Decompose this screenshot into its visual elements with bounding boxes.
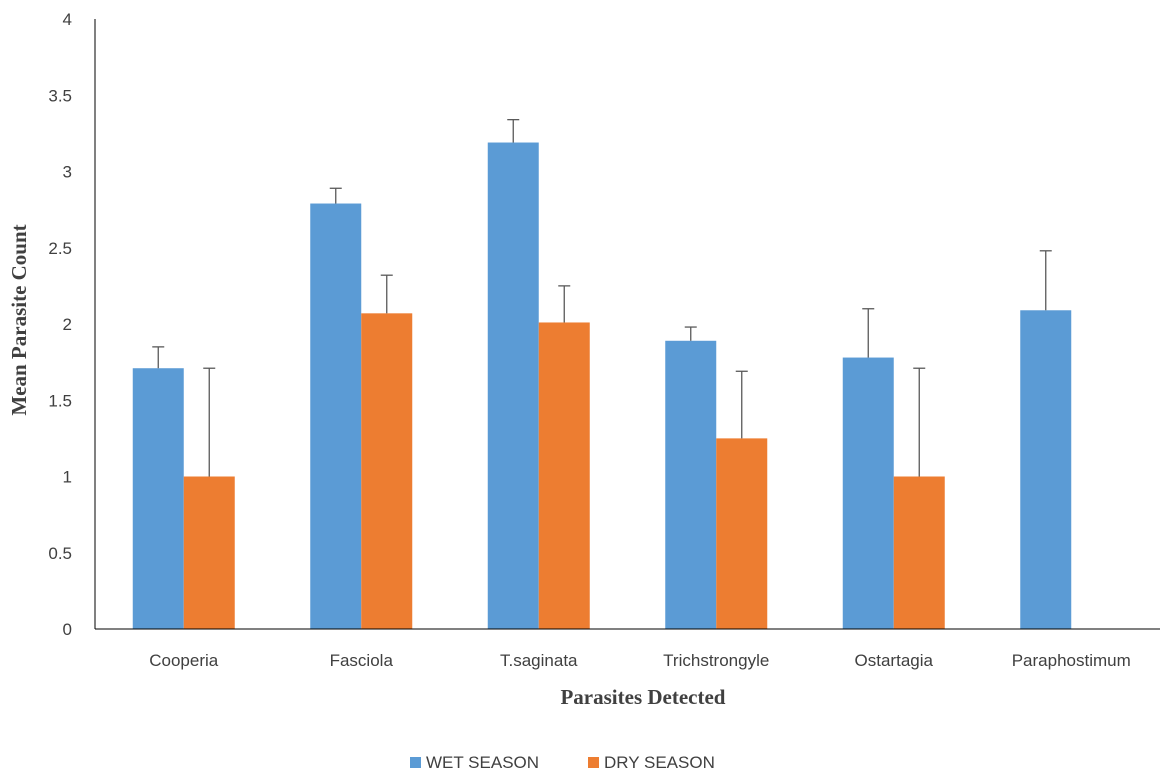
x-tick-label: Ostartagia [855, 651, 934, 670]
x-tick-label: Trichstrongyle [663, 651, 769, 670]
x-tick-label: Cooperia [149, 651, 219, 670]
bar-dry-cooperia [183, 476, 235, 629]
error-bars [152, 119, 1052, 477]
bar-dry-fasciola [361, 313, 413, 629]
bar-dry-trichstrongyle [716, 438, 768, 629]
y-tick-label: 0.5 [48, 544, 72, 563]
x-axis-ticks: Cooperia Fasciola T.saginata Trichstrongyle… [149, 651, 1131, 670]
y-tick-label: 3.5 [48, 86, 72, 105]
bar-wet-fasciola [310, 203, 362, 629]
legend-swatch-wet [410, 757, 421, 768]
bar-wet-paraphostimum [1020, 310, 1072, 629]
bar-wet-cooperia [132, 368, 184, 629]
y-tick-label: 3 [63, 163, 72, 182]
y-tick-label: 2 [63, 315, 72, 334]
y-tick-label: 2.5 [48, 239, 72, 258]
bar-wet-t-saginata [487, 142, 539, 629]
y-tick-label: 1.5 [48, 391, 72, 410]
legend-label-wet: WET SEASON [426, 753, 539, 772]
bars [132, 142, 1072, 629]
x-axis-title: Parasites Detected [560, 685, 725, 709]
bar-dry-t-saginata [538, 322, 590, 629]
bar-wet-ostartagia [842, 357, 894, 629]
legend-swatch-dry [588, 757, 599, 768]
y-axis-title: Mean Parasite Count [7, 224, 31, 415]
bar-wet-trichstrongyle [665, 340, 717, 629]
x-tick-label: T.saginata [500, 651, 578, 670]
y-axis-ticks: 0 0.5 1 1.5 2 2.5 3 3.5 4 [48, 10, 72, 639]
y-tick-label: 4 [63, 10, 72, 29]
y-tick-label: 0 [63, 620, 72, 639]
legend: WET SEASON DRY SEASON [410, 753, 715, 772]
x-tick-label: Paraphostimum [1012, 651, 1131, 670]
y-tick-label: 1 [63, 468, 72, 487]
bar-dry-ostartagia [893, 476, 945, 629]
x-tick-label: Fasciola [330, 651, 394, 670]
legend-label-dry: DRY SEASON [604, 753, 715, 772]
